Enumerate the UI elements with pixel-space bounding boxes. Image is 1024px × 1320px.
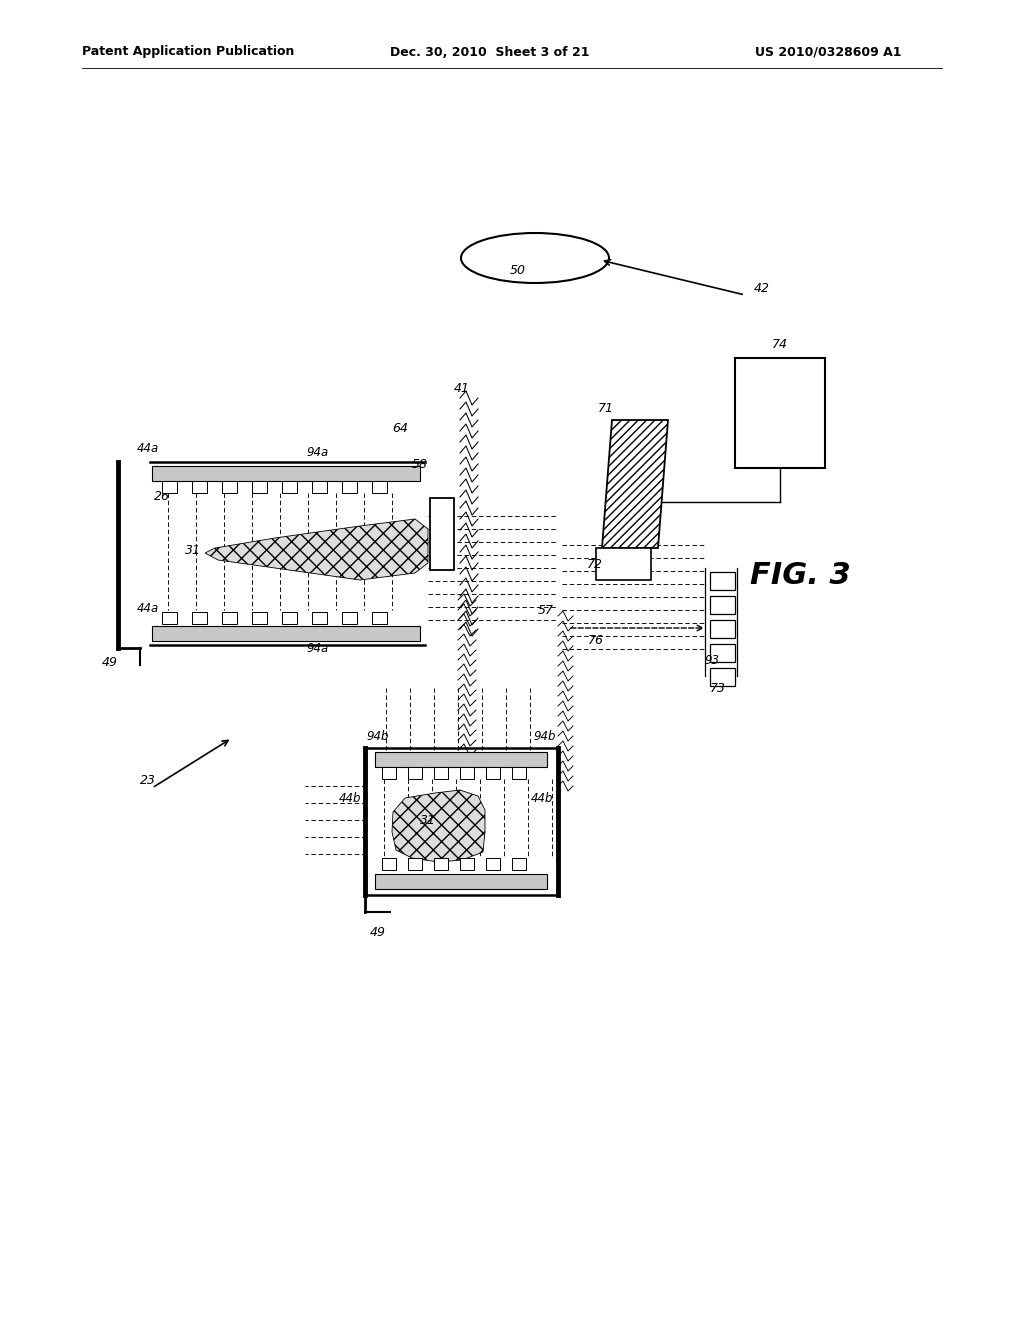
Text: 49: 49 <box>370 925 386 939</box>
Text: 44b: 44b <box>530 792 553 804</box>
Bar <box>434 767 449 779</box>
Bar <box>193 612 207 624</box>
Text: 23: 23 <box>140 774 156 787</box>
Text: 41: 41 <box>454 381 470 395</box>
Text: 73: 73 <box>710 681 726 694</box>
Bar <box>434 858 449 870</box>
Text: 31: 31 <box>185 544 201 557</box>
Bar <box>342 612 357 624</box>
Text: 58: 58 <box>412 458 428 471</box>
Text: 44a: 44a <box>137 602 159 615</box>
Text: 74: 74 <box>772 338 788 351</box>
Text: Dec. 30, 2010  Sheet 3 of 21: Dec. 30, 2010 Sheet 3 of 21 <box>390 45 590 58</box>
Bar <box>710 572 735 590</box>
Bar <box>372 480 387 492</box>
Bar <box>222 480 237 492</box>
Bar <box>408 767 422 779</box>
Bar <box>162 480 177 492</box>
Ellipse shape <box>461 234 609 282</box>
Bar <box>193 480 207 492</box>
Bar <box>382 767 396 779</box>
Bar <box>430 498 454 570</box>
Bar <box>342 480 357 492</box>
Bar <box>735 358 825 469</box>
Text: 50: 50 <box>510 264 526 276</box>
Text: 94a: 94a <box>307 446 329 458</box>
Text: US 2010/0328609 A1: US 2010/0328609 A1 <box>755 45 901 58</box>
Text: 93: 93 <box>705 653 720 667</box>
Bar <box>408 858 422 870</box>
Text: Patent Application Publication: Patent Application Publication <box>82 45 294 58</box>
Bar <box>710 644 735 663</box>
Bar <box>222 612 237 624</box>
Bar <box>486 858 500 870</box>
Bar <box>375 752 547 767</box>
Text: 57: 57 <box>538 603 554 616</box>
Text: 71: 71 <box>598 401 614 414</box>
Text: 64: 64 <box>392 421 408 434</box>
Bar <box>375 874 547 888</box>
Polygon shape <box>602 420 668 548</box>
Text: 31: 31 <box>420 813 436 826</box>
Bar <box>710 668 735 686</box>
Bar <box>512 858 526 870</box>
Bar <box>252 612 267 624</box>
Text: 72: 72 <box>587 558 603 572</box>
Polygon shape <box>392 789 485 862</box>
Polygon shape <box>205 519 428 579</box>
Bar <box>512 767 526 779</box>
Bar <box>382 858 396 870</box>
Bar <box>252 480 267 492</box>
Text: 94b: 94b <box>367 730 389 743</box>
Bar <box>312 612 327 624</box>
Text: 44a: 44a <box>137 441 159 454</box>
Bar <box>152 626 420 642</box>
Text: 76: 76 <box>588 634 604 647</box>
Bar <box>152 466 420 480</box>
Text: 26: 26 <box>154 490 170 503</box>
Text: 42: 42 <box>754 281 770 294</box>
Text: 94a: 94a <box>307 642 329 655</box>
Text: 49: 49 <box>102 656 118 668</box>
Bar <box>312 480 327 492</box>
Bar <box>372 612 387 624</box>
Bar <box>710 620 735 638</box>
Bar <box>596 548 651 579</box>
Bar <box>162 612 177 624</box>
Bar <box>282 612 297 624</box>
Text: 44b: 44b <box>339 792 361 804</box>
Bar <box>460 858 474 870</box>
Bar <box>282 480 297 492</box>
Text: FIG. 3: FIG. 3 <box>750 561 850 590</box>
Bar <box>710 597 735 614</box>
Text: 94b: 94b <box>534 730 556 743</box>
Bar <box>486 767 500 779</box>
Bar <box>460 767 474 779</box>
